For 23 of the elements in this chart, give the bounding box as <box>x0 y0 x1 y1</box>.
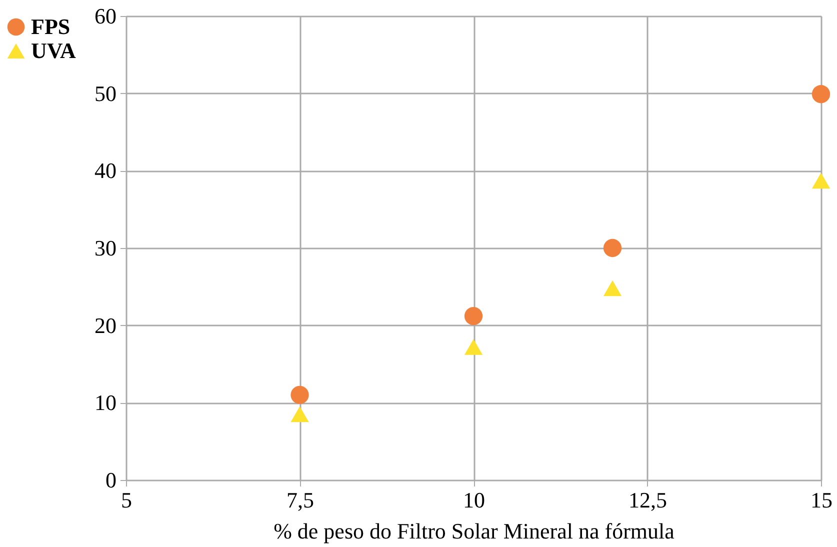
point <box>603 280 622 296</box>
x-tick-label: 5 <box>121 488 132 512</box>
point <box>812 172 830 189</box>
y-tick-label: 20 <box>94 312 116 338</box>
x-tick-label: 15 <box>810 488 832 512</box>
y-tick-label: 0 <box>106 468 116 492</box>
point <box>603 238 622 258</box>
legend-label: FPS <box>31 14 70 39</box>
x-axis-title: % de peso do Filtro Solar Mineral na fórmula <box>274 518 675 544</box>
x-tick-label: 12,5 <box>628 488 667 512</box>
point <box>290 406 309 422</box>
y-tick-label: 30 <box>94 236 116 260</box>
point <box>464 306 483 326</box>
point <box>290 386 309 404</box>
legend-label: UVA <box>31 38 76 63</box>
point <box>464 339 483 355</box>
y-tick-label: 10 <box>94 390 116 416</box>
x-tick-label: 10 <box>463 488 485 512</box>
x-tick-label: 7,5 <box>286 488 314 512</box>
y-tick-label: 40 <box>94 158 116 184</box>
y-tick-label: 50 <box>94 80 116 106</box>
point <box>812 85 830 104</box>
y-tick-label: 60 <box>94 4 116 28</box>
